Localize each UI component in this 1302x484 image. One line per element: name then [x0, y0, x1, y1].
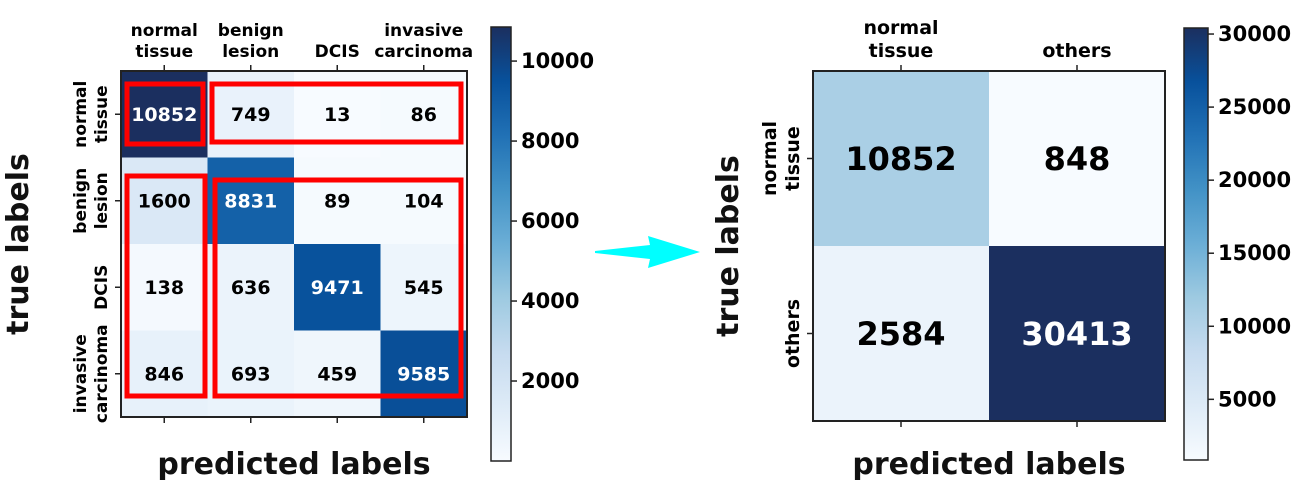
x-tick-label: others [1042, 40, 1111, 62]
cell-value-label: 8831 [224, 191, 277, 213]
highlight-box-others-correct [212, 177, 464, 399]
heatmap-1: 10852 749 13 86 1600 8831 89 104 138 636 9471 545 84… [1, 21, 594, 482]
heatmap-cell [121, 330, 208, 418]
cell-value-label: 636 [231, 277, 271, 299]
y-tick-label-group: normal tissue [71, 81, 112, 148]
transition-arrow [595, 236, 700, 268]
cell-value-label: 86 [411, 104, 437, 126]
y-tick-label: others [782, 299, 804, 368]
y-tick-label-group: normal tissue [759, 121, 804, 196]
y-tick-label: carcinoma [92, 324, 112, 423]
y-axis-label: true labels [711, 155, 746, 337]
cell-value-label: 749 [231, 104, 271, 126]
highlight-box-normal-correct [124, 81, 206, 147]
y-tick-label: invasive [71, 334, 91, 413]
cell-value-label: 848 [1044, 140, 1111, 178]
y-tick-label-group: invasive carcinoma [71, 324, 112, 423]
cell-value-label: 89 [324, 191, 350, 213]
y-tick-label: lesion [92, 172, 112, 229]
x-axis-label: predicted labels [157, 447, 430, 480]
colorbar-tick-label: 5000 [1218, 387, 1276, 411]
highlight-boxes [124, 81, 464, 399]
cell-value-label: 459 [317, 364, 357, 386]
y-tick-label-group: DCIS [92, 265, 112, 310]
cell-value-label: 10852 [131, 104, 197, 126]
heatmap-cell [207, 157, 295, 245]
cell-value-label: 1600 [138, 191, 191, 213]
y-tick-label: normal [759, 121, 781, 196]
colorbar-tick-label: 10000 [1218, 314, 1291, 338]
heatmap-cell [294, 157, 381, 245]
colorbar-tick-label: 8000 [521, 129, 579, 153]
cell-value-label: 138 [144, 277, 184, 299]
y-tick-label-group: others [782, 299, 804, 368]
y-tick-label-group: benign lesion [71, 168, 112, 234]
x-tick-label: normal [131, 21, 198, 41]
colorbar-tick-label: 20000 [1218, 168, 1291, 192]
plot-frame [120, 70, 468, 418]
heatmap-cell [207, 244, 295, 331]
y-tick-label: tissue [782, 126, 804, 191]
x-tick-label: tissue [869, 40, 934, 62]
cell-value-label: 2584 [856, 315, 945, 353]
y-tick-label: benign [71, 168, 91, 234]
highlight-box-normal-as-others [209, 81, 464, 145]
cell-value-label: 846 [144, 364, 184, 386]
cell-value-label: 9471 [311, 277, 364, 299]
heatmap-cell [121, 244, 208, 331]
x-tick-label: lesion [222, 42, 279, 62]
colorbar-tick-label: 10000 [521, 49, 594, 73]
cell-value-label: 10852 [845, 140, 956, 178]
colorbar-tick-label: 25000 [1218, 95, 1291, 119]
x-tick-label: invasive [384, 21, 463, 41]
heatmap-cell [813, 246, 990, 422]
cell-value-label: 9585 [397, 364, 450, 386]
x-tick-label: normal [863, 17, 938, 39]
cell-value-label: 693 [231, 364, 271, 386]
y-tick-label: tissue [92, 85, 112, 143]
cell-value-label: 30413 [1021, 315, 1132, 353]
colorbar [490, 26, 512, 462]
colorbar [1183, 27, 1209, 461]
x-axis-label: predicted labels [852, 447, 1125, 480]
y-tick-label: DCIS [92, 265, 112, 310]
heatmap-cell [989, 71, 1166, 247]
colorbar-tick-label: 6000 [521, 209, 579, 233]
heatmap-cell [380, 157, 468, 245]
heatmap-cell [989, 246, 1166, 422]
heatmap-cell [207, 330, 295, 418]
colorbar-tick-label: 4000 [521, 289, 579, 313]
heatmap-cell [380, 330, 468, 418]
cell-value-label: 13 [324, 104, 350, 126]
x-tick-label: tissue [135, 42, 193, 62]
y-tick-label: normal [71, 81, 91, 148]
colorbar-tick-label: 30000 [1218, 22, 1291, 46]
x-tick-label: carcinoma [374, 42, 473, 62]
cell-value-label: 104 [404, 191, 444, 213]
plot-frame [812, 70, 1166, 422]
heatmap-cell [813, 71, 990, 247]
heatmap-cell [380, 244, 468, 331]
cell-value-label: 545 [404, 277, 444, 299]
heatmap-cell [294, 244, 381, 331]
heatmap-cell [121, 157, 208, 245]
x-tick-label: DCIS [315, 42, 360, 62]
highlight-box-others-as-normal [124, 173, 208, 399]
colorbar-tick-label: 15000 [1218, 241, 1291, 265]
x-tick-label: benign [218, 21, 284, 41]
heatmap-cell [294, 330, 381, 418]
colorbar-tick-label: 2000 [521, 369, 579, 393]
y-axis-label: true labels [1, 153, 36, 335]
